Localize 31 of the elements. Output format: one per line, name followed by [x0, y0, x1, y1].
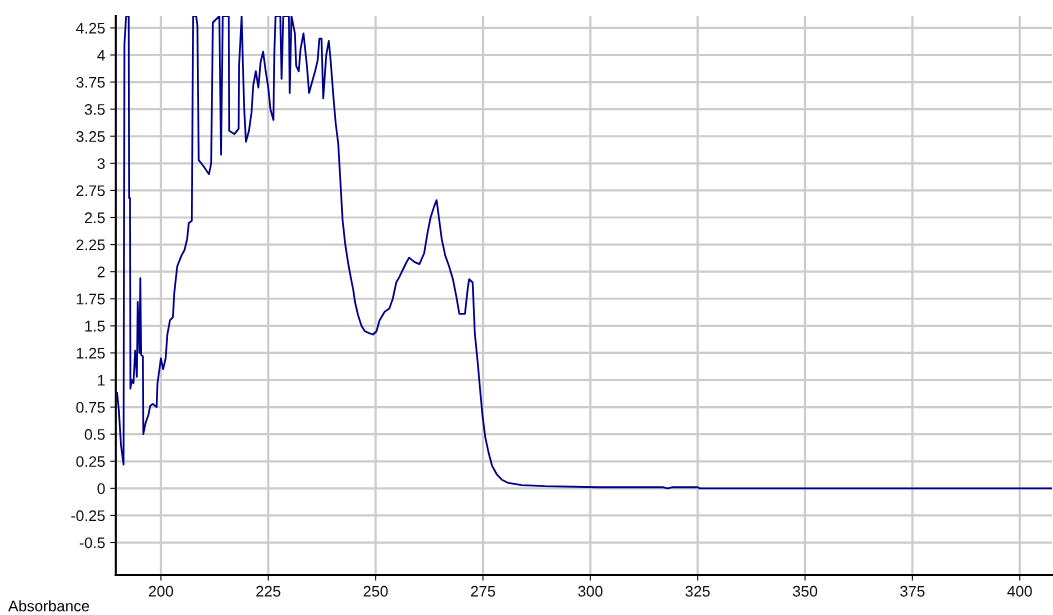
y-tick-label: -0.25 [71, 510, 105, 522]
y-tick-label: 1.5 [85, 320, 105, 332]
x-tick-label: 325 [685, 585, 710, 597]
y-tick-label: 1.25 [76, 347, 105, 359]
y-tick-label: 4 [97, 50, 105, 61]
y-tick-label: 4.25 [76, 22, 105, 34]
x-tick-label: 225 [256, 585, 281, 597]
y-tick-label: 0.75 [76, 401, 105, 413]
y-tick-label: 2.5 [84, 212, 105, 224]
y-tick-label: 3.25 [76, 131, 105, 142]
y-axis-title: Absorbance [8, 600, 90, 612]
x-tick-label: 200 [148, 585, 174, 597]
y-tick-label: 2.25 [76, 239, 105, 251]
y-tick-label: 3.75 [76, 76, 105, 88]
x-tick-label: 250 [363, 585, 388, 597]
y-tick-label: 2 [97, 266, 105, 278]
y-tick-label: 0.25 [76, 456, 105, 467]
y-tick-label: 2.75 [76, 185, 105, 197]
y-tick-label: 1 [98, 375, 105, 386]
y-tick-label: 0.5 [84, 429, 105, 440]
x-tick-label: 300 [578, 585, 603, 597]
x-tick-label: 400 [1007, 585, 1032, 597]
line-series [116, 15, 1052, 490]
y-tick-label: -0.5 [79, 537, 105, 549]
y-tick-label: 3.5 [84, 104, 105, 115]
y-tick-label: 1.75 [76, 293, 105, 305]
y-tick-label: 0 [97, 483, 105, 495]
x-tick-label: 375 [900, 585, 925, 597]
x-tick-label: 350 [792, 585, 818, 597]
y-tick-label: 3 [97, 158, 105, 170]
x-tick-label: 275 [471, 585, 496, 597]
